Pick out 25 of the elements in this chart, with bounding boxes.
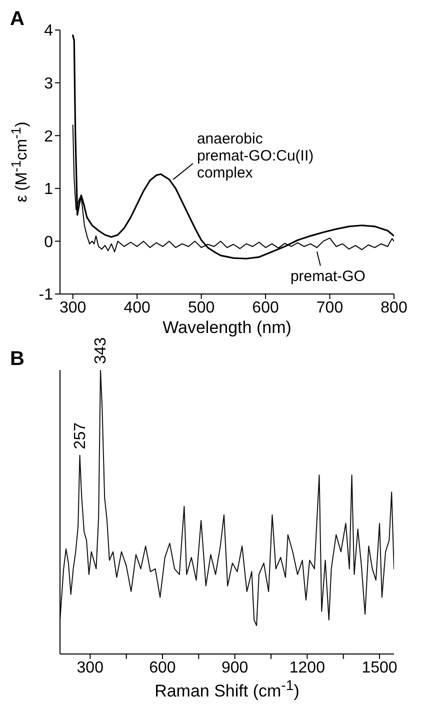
x-tick-label: 1200 <box>289 659 326 676</box>
x-tick-label: 1500 <box>362 659 398 676</box>
x-tick-label: 500 <box>188 299 215 316</box>
x-tick-label: 700 <box>316 299 344 316</box>
y-tick-label: 4 <box>44 22 54 40</box>
legend-label: premat-GO <box>290 268 366 285</box>
series-label: anaerobic premat-GO:Cu(II) complex <box>196 130 314 182</box>
y-tick-label: 0 <box>44 234 54 251</box>
annotation: 343 <box>92 337 110 364</box>
y-tick-label: 1 <box>44 181 54 198</box>
y-tick-label: 2 <box>44 128 54 146</box>
chart-title: A <box>10 8 24 31</box>
x-tick-label: 600 <box>252 299 279 316</box>
x-axis-title: Raman Shift (cm$^{-1}$) <box>154 678 300 702</box>
x-tick-label: 800 <box>380 299 408 316</box>
x-tick-label: 300 <box>76 659 104 676</box>
x-tick-label: 900 <box>221 659 248 676</box>
annotation: 257 <box>72 422 89 450</box>
x-axis-title: Wavelength (nm) <box>162 318 292 338</box>
x-tick-label: 400 <box>124 299 151 316</box>
chart-title: B <box>10 348 24 371</box>
y-tick-label: -1 <box>38 286 54 304</box>
x-tick-label: 600 <box>149 659 176 676</box>
y-tick-label: 3 <box>44 75 54 92</box>
x-tick-label: 300 <box>59 299 86 316</box>
